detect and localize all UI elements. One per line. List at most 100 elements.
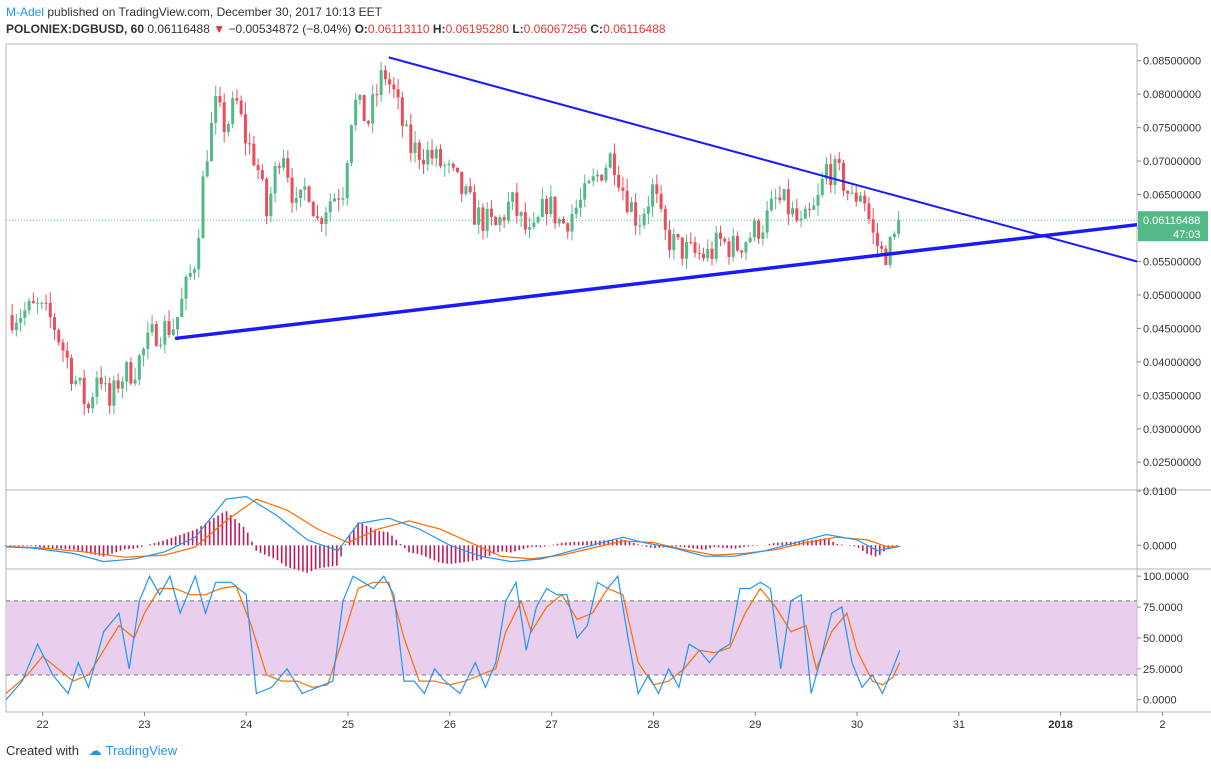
candle-body [86,404,90,409]
open-label: O: [354,22,368,36]
y-tick-label: 0.05000000 [1143,290,1201,302]
candle-body [799,218,803,221]
candle-body [226,124,230,132]
author-link[interactable]: M-Adel [6,5,45,19]
candle-body [578,199,582,208]
candle-body [659,193,663,209]
candle-body [103,383,107,385]
y-tick-label: 0.04000000 [1143,357,1201,369]
candle-body [451,163,455,168]
candle-body [752,220,756,238]
y-tick-label: 0.05500000 [1143,256,1201,268]
macd-tick-label: 0.0100 [1143,486,1177,498]
candle-body [74,380,78,385]
candle-body [562,218,566,224]
candle-body [235,98,239,101]
candle-body [443,165,447,167]
candle-body [129,362,133,384]
candle-body [265,178,269,217]
candle-body [774,197,778,199]
candle-body [875,232,879,246]
candle-body [697,252,701,254]
candle-body [112,380,116,406]
close-label: C: [590,22,604,36]
candle-body [159,344,163,346]
candle-body [651,184,655,207]
candle-body [566,223,570,232]
candle-body [248,143,252,145]
candle-body [53,317,57,331]
candle-body [714,232,718,259]
candle-body [553,196,557,224]
candle-body [383,70,387,80]
candle-body [277,166,281,168]
candle-body [99,377,103,385]
x-tick-label: 22 [37,719,49,731]
candle-body [409,124,413,154]
candle-body [282,158,286,168]
candle-body [125,362,129,382]
footer: Created with ☁ TradingView [6,743,177,759]
low-label: L: [512,22,524,36]
tradingview-brand[interactable]: TradingView [105,743,178,758]
macd-tick-label: 0.0000 [1143,540,1177,552]
candle-body [439,149,443,167]
publisher-info: M-Adel published on TradingView.com, Dec… [6,4,382,20]
candle-body [375,94,379,96]
candle-body [655,184,659,194]
candle-body [167,321,171,335]
trendline-resistance [388,56,1138,263]
stoch-tick-label: 0.0000 [1143,695,1177,707]
x-tick-label: 26 [444,719,456,731]
candle-body [718,232,722,239]
candle-body [786,189,790,215]
candle-body [269,193,273,217]
created-with-label: Created with [6,743,79,758]
candle-body [405,124,409,126]
candle-body [731,236,735,257]
candle-body [379,70,383,95]
candle-body [252,143,256,166]
candle-body [23,310,27,318]
candle-body [222,102,226,132]
candle-body [880,245,884,249]
candle-body [417,142,421,160]
candle-body [791,208,795,215]
candle-body [485,208,489,231]
down-arrow-icon: ▼ [213,22,226,36]
candle-body [422,159,426,165]
candle-body [133,379,137,384]
candle-body [316,216,320,219]
candle-body [523,212,527,230]
candle-body [494,216,498,226]
candle-body [14,322,18,331]
candle-body [400,97,404,126]
candle-body [477,207,481,225]
candle-body [765,210,769,233]
candle-body [587,180,591,184]
candle-body [366,120,370,124]
x-tick-label: 2 [1159,719,1165,731]
candle-body [723,238,727,242]
candle-body [10,315,14,331]
candle-body [841,162,845,191]
candle-body [218,96,222,103]
tradingview-logo-icon[interactable]: ☁ [88,743,102,758]
candle-body [19,317,23,323]
candle-body [608,153,612,168]
open-value: 0.06113110 [367,22,430,36]
candle-body [434,149,438,159]
candle-body [710,248,714,259]
candle-body [583,183,587,200]
candle-body [693,242,697,253]
candle-body [472,192,476,225]
x-tick-label: 28 [647,719,659,731]
candle-body [146,332,150,349]
candle-body [489,208,493,217]
candle-body [78,377,82,381]
candle-body [307,186,311,202]
change-value: −0.00534872 (−8.04%) [228,22,352,36]
trendline-support [174,222,1138,341]
candle-body [540,198,544,217]
